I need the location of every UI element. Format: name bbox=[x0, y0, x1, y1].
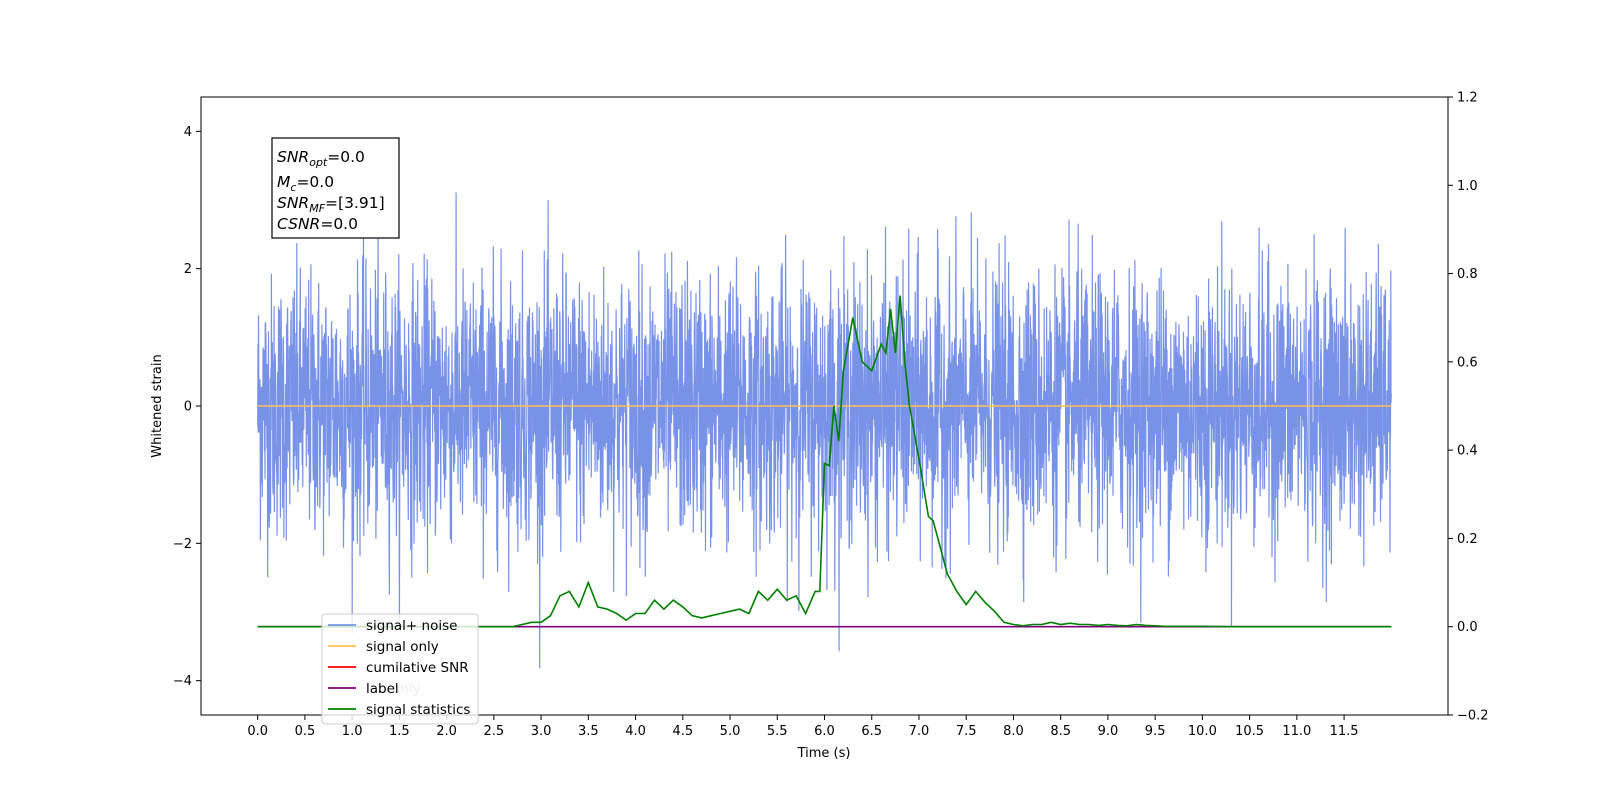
legend-entry: signal+ noise bbox=[366, 618, 457, 634]
x-tick-label: 1.5 bbox=[389, 724, 410, 739]
x-tick-label: 5.5 bbox=[767, 724, 788, 739]
y2-tick-label: 1.0 bbox=[1457, 179, 1478, 194]
series-signal-plus-noise bbox=[257, 192, 1392, 669]
y-tick-label: 4 bbox=[184, 125, 192, 140]
x-axis-label: Time (s) bbox=[797, 746, 851, 761]
y2-tick-label: 0.2 bbox=[1457, 532, 1478, 547]
x-tick-label: 7.0 bbox=[909, 724, 930, 739]
y-axis-label: Whitened strain bbox=[150, 354, 165, 457]
legend-frame bbox=[321, 613, 479, 725]
series-signal-statistics bbox=[257, 295, 1392, 628]
y-tick-label: −2 bbox=[173, 537, 192, 552]
legend-entry: label bbox=[366, 681, 399, 697]
y2-tick-label: 0.8 bbox=[1457, 267, 1478, 282]
legend-entry: cumilative SNR bbox=[366, 660, 469, 676]
x-tick-label: 4.5 bbox=[672, 724, 693, 739]
x-tick-label: 8.5 bbox=[1050, 724, 1071, 739]
y2-tick-label: 0.6 bbox=[1457, 355, 1478, 370]
x-tick-label: 0.5 bbox=[295, 724, 316, 739]
annotation-line-csnr: CSNR=0.0 bbox=[277, 215, 358, 233]
legend-entry: signal statistics bbox=[366, 702, 470, 718]
x-tick-label: 3.0 bbox=[531, 724, 552, 739]
y2-tick-label: 0.4 bbox=[1457, 444, 1478, 459]
annotation-line-snr-mf: SNRMF=[3.91] bbox=[277, 194, 385, 215]
x-tick-label: 7.5 bbox=[956, 724, 977, 739]
x-tick-label: 11.5 bbox=[1330, 724, 1359, 739]
x-tick-label: 6.0 bbox=[814, 724, 835, 739]
x-tick-label: 10.5 bbox=[1235, 724, 1264, 739]
y-tick-label: −4 bbox=[173, 674, 192, 689]
x-tick-label: 6.5 bbox=[861, 724, 882, 739]
stats-annotation-box: SNRopt=0.0 Mc=0.0 SNRMF=[3.91] CSNR=0.0 bbox=[271, 137, 400, 239]
x-tick-label: 1.0 bbox=[342, 724, 363, 739]
legend-entry: signal only bbox=[366, 639, 439, 655]
x-tick-label: 4.0 bbox=[625, 724, 646, 739]
x-tick-label: 3.5 bbox=[578, 724, 599, 739]
x-tick-label: 10.0 bbox=[1188, 724, 1217, 739]
annotation-frame bbox=[271, 137, 400, 239]
y2-tick-label: −0.2 bbox=[1457, 709, 1489, 724]
x-tick-label: 2.5 bbox=[484, 724, 505, 739]
axes: 0.0 0.5 1.0 1.5 2.0 2.5 3.0 3.5 4.0 4.5 5.0 5.5 6.0 6… bbox=[173, 91, 1489, 740]
x-tick-label: 9.5 bbox=[1145, 724, 1166, 739]
annotation-line-snr-opt: SNRopt=0.0 bbox=[277, 148, 365, 169]
x-tick-label: 9.0 bbox=[1098, 724, 1119, 739]
y2-tick-label: 0.0 bbox=[1457, 620, 1478, 635]
annotation-line-mc: Mc=0.0 bbox=[277, 173, 334, 194]
x-tick-label: 0.0 bbox=[247, 724, 268, 739]
x-tick-label: 5.0 bbox=[720, 724, 741, 739]
x-tick-label: 11.0 bbox=[1282, 724, 1311, 739]
x-tick-label: 8.0 bbox=[1003, 724, 1024, 739]
y-tick-label: 2 bbox=[184, 262, 192, 277]
y-tick-label: 0 bbox=[184, 400, 192, 415]
x-tick-label: 2.0 bbox=[436, 724, 457, 739]
y2-tick-label: 1.2 bbox=[1457, 91, 1478, 106]
